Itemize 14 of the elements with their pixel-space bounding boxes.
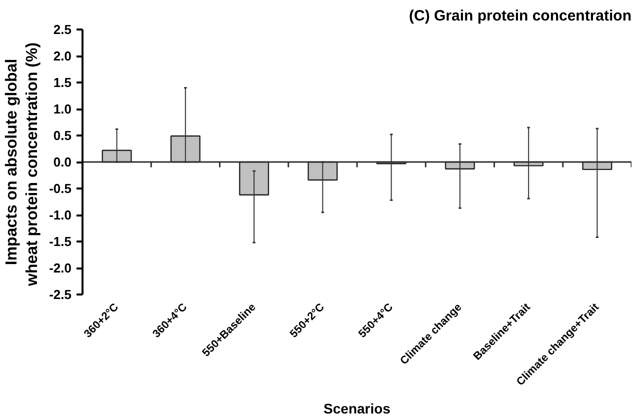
y-axis-title: Impacts on absolute global wheat protein concentration (%)	[4, 42, 42, 288]
x-axis-title: Scenarios	[324, 400, 391, 416]
y-tick-label: -1.0	[49, 208, 72, 222]
y-tick-label: -2.0	[49, 260, 72, 276]
y-tick-label: 0.0	[53, 154, 72, 170]
y-tick-label: 1.0	[53, 102, 72, 116]
y-tick-label: 1.5	[53, 75, 72, 90]
y-tick-label: 2.0	[53, 48, 72, 64]
y-tick-label: 2.5	[53, 22, 72, 37]
chart-title: (C) Grain protein concentration	[408, 8, 632, 24]
y-tick-label: 0.5	[53, 128, 72, 143]
y-tick-label: -1.5	[49, 234, 72, 249]
y-tick-label: -0.5	[49, 181, 72, 196]
y-tick-label: -2.5	[49, 287, 72, 302]
